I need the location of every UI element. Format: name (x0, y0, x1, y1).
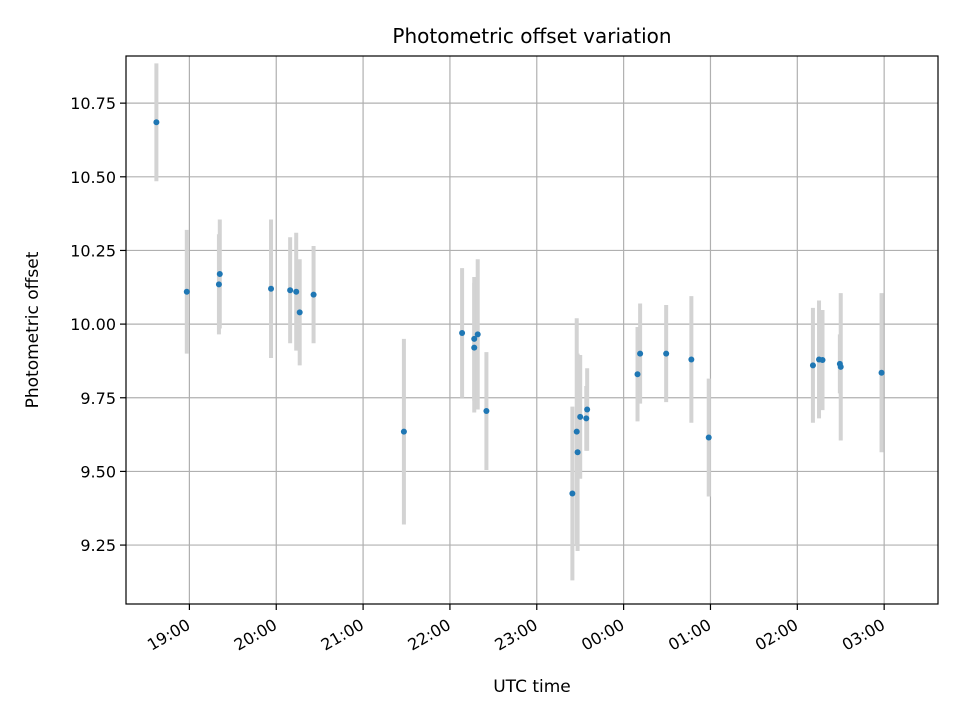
y-tick-label: 9.50 (80, 462, 116, 481)
data-point (577, 413, 584, 420)
data-point (705, 434, 712, 441)
data-point (688, 356, 695, 363)
plot-frame (125, 55, 939, 605)
data-point (634, 371, 641, 378)
data-point (459, 329, 466, 336)
data-point (483, 408, 490, 415)
data-point (574, 449, 581, 456)
x-axis-label: UTC time (493, 677, 571, 697)
data-point (153, 119, 160, 126)
data-point (215, 281, 222, 288)
data-point (584, 406, 591, 413)
data-point (573, 428, 580, 435)
data-points (153, 119, 885, 497)
data-point (837, 363, 844, 370)
chart-title: Photometric offset variation (392, 24, 671, 48)
data-point (809, 362, 816, 369)
data-point (310, 291, 317, 298)
grid (126, 56, 938, 604)
data-point (296, 309, 303, 316)
data-point (819, 357, 826, 364)
data-point (474, 331, 481, 338)
data-point (268, 285, 275, 292)
data-point (583, 415, 590, 422)
y-axis-label: Photometric offset (23, 251, 43, 408)
data-point (663, 350, 670, 357)
y-tick-label: 10.50 (70, 168, 116, 187)
data-point (878, 369, 885, 376)
y-tick-label: 10.00 (70, 315, 116, 334)
y-tick-label: 10.75 (70, 94, 116, 113)
data-point (400, 428, 407, 435)
data-point (637, 350, 644, 357)
data-point (471, 344, 478, 351)
data-point (471, 335, 478, 342)
data-point (183, 288, 190, 295)
y-tick-label: 9.75 (80, 389, 116, 408)
data-point (293, 288, 300, 295)
data-point (216, 271, 223, 278)
data-point (287, 287, 294, 294)
data-point (569, 490, 576, 497)
y-tick-label: 10.25 (70, 241, 116, 260)
y-tick-label: 9.25 (80, 536, 116, 555)
